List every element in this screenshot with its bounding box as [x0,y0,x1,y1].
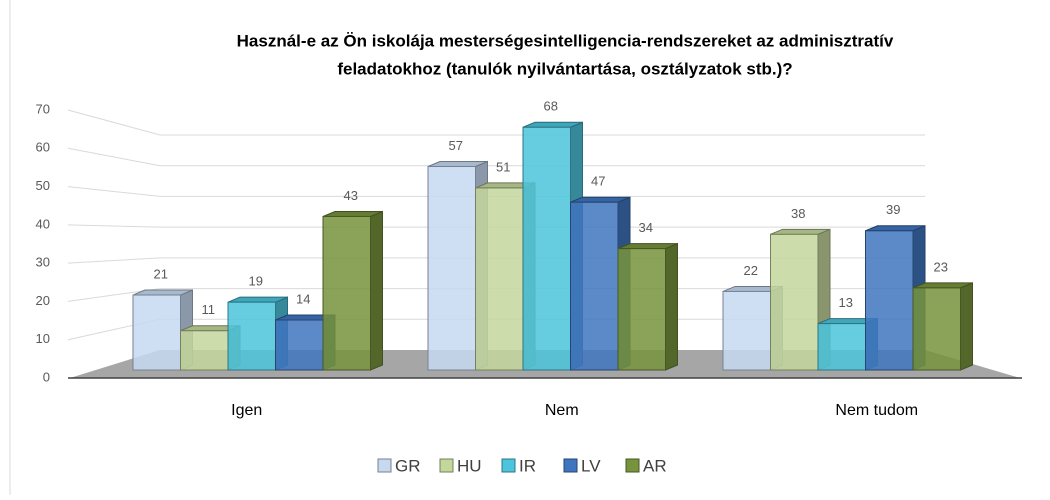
data-label: 38 [791,206,805,221]
legend-swatch [625,458,640,473]
grid-line [67,109,925,136]
data-label: 23 [934,259,948,274]
y-tick-label: 60 [36,140,50,155]
legend-swatch [501,458,516,473]
data-label: 47 [591,174,605,189]
bar [722,290,771,371]
bar-top [322,210,383,217]
bar [475,187,524,371]
data-label: 34 [639,220,653,235]
legend-swatch [377,458,392,473]
y-tick-label: 30 [36,255,50,270]
bar-top [427,161,488,168]
x-tick-label: Igen [231,402,262,419]
bar-top [570,196,631,203]
grid-line [67,224,925,228]
bar-top [770,228,831,235]
bar-side [370,210,383,371]
chart-title: feladatokhoz (tanulók nyilvántartása, os… [337,59,792,78]
y-tick-label: 70 [36,101,50,116]
y-tick-label: 40 [36,216,50,231]
bar [865,230,914,371]
data-label: 14 [296,291,310,306]
legend-label: LV [581,456,601,475]
data-label: 13 [839,295,853,310]
data-label: 39 [886,202,900,217]
data-label: 22 [744,263,758,278]
bar-top [617,243,678,250]
x-tick-label: Nem tudom [835,402,918,419]
bar [617,248,666,371]
bar [817,323,866,371]
bar [770,233,819,371]
bar [132,294,181,371]
data-label: 57 [449,138,463,153]
legend-swatch [563,458,578,473]
data-label: 19 [249,274,263,289]
bar [180,330,229,371]
data-label: 43 [344,188,358,203]
legend-label: HU [457,456,482,475]
grid-line [67,186,925,197]
bar-top [865,225,926,232]
data-label: 68 [544,99,558,114]
legend-label: GR [395,456,421,475]
y-tick-label: 20 [36,293,50,308]
bar-top [132,289,193,296]
y-tick-label: 10 [36,331,50,346]
grid-line [67,147,925,167]
data-label: 11 [202,302,216,317]
bar [427,166,476,371]
data-label: 51 [496,159,510,174]
bar-side [665,242,678,371]
bar [227,301,276,371]
bar [275,319,324,371]
chart-title: Használ-e az Ön iskolája mesterségesinte… [237,31,894,50]
bar-top [912,282,973,289]
bar-top [522,121,583,128]
legend-label: IR [519,456,536,475]
data-label: 21 [154,266,168,281]
bar-side [960,282,973,371]
bar [912,287,961,371]
y-tick-label: 50 [36,178,50,193]
legend-swatch [439,458,454,473]
bar [570,201,619,371]
legend-label: AR [643,456,667,475]
bar [322,215,371,371]
y-tick-label: 0 [43,369,50,384]
x-tick-label: Nem [545,402,579,419]
bar [522,126,571,371]
bar-top [227,296,288,303]
